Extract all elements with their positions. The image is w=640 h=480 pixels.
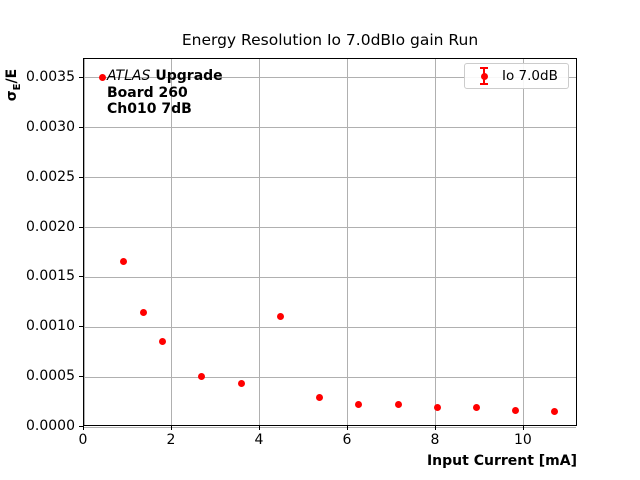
x-tick-label: 10 [513,432,532,448]
y-tick-mark [79,176,83,178]
x-axis-label: Input Current [mA] [426,453,577,469]
data-point [237,379,245,387]
errorbar-marker-icon [476,66,492,86]
data-point [99,74,107,82]
gridline-horizontal [84,276,576,278]
gridline-horizontal [84,227,576,229]
x-tick-mark [522,426,524,430]
data-point [395,400,403,408]
x-tick-mark [346,426,348,430]
legend-label: Io 7.0dB [502,68,558,84]
gridline-horizontal [84,326,576,328]
plot-area: ATLAS Upgrade Board 260 Ch010 7dB Io 7.0d… [83,58,577,428]
data-point [472,403,480,411]
gridline-horizontal [84,376,576,378]
data-point [198,372,206,380]
gridline-horizontal [84,127,576,129]
gridline-horizontal [84,177,576,179]
data-point [551,407,559,415]
y-tick-label: 0.0020 [26,218,75,235]
data-point [355,400,363,408]
annotation-line-1: ATLAS Upgrade [107,68,223,85]
gridline-horizontal [84,77,576,79]
x-tick-label: 4 [254,432,264,448]
y-tick-mark [79,126,83,128]
chart-title: Energy Resolution Io 7.0dBIo gain Run [181,31,479,49]
gridline-vertical [83,59,85,425]
data-point [119,257,127,265]
y-tick-label: 0.0025 [26,168,75,185]
gridline-vertical [171,59,173,425]
data-point [139,308,147,316]
errorbar-cap-top [480,67,488,69]
y-tick-mark [79,276,83,278]
data-point [315,393,323,401]
gridline-vertical [523,59,525,425]
data-point [511,406,519,414]
y-tick-label: 0.0030 [26,118,75,135]
y-axis-label-sub: E [11,83,23,91]
y-axis-label-sigma: σ [4,90,20,102]
x-tick-label: 6 [342,432,352,448]
annotation-line-1-rest: Upgrade [155,68,223,84]
y-tick-label: 0.0005 [26,368,75,385]
x-tick-label: 2 [166,432,176,448]
errorbar-dot [480,72,488,80]
annotation: ATLAS Upgrade Board 260 Ch010 7dB [107,68,223,118]
x-tick-mark [83,426,84,430]
annotation-line-2: Board 260 [107,84,188,101]
y-tick-label: 0.0000 [26,418,75,434]
errorbar-cap-bottom [480,83,488,85]
y-tick-mark [79,326,83,328]
gridline-horizontal [84,426,576,428]
legend: Io 7.0dB [464,63,569,89]
y-tick-mark [79,76,83,78]
y-tick-mark [79,226,83,228]
gridline-vertical [259,59,261,425]
y-tick-label: 0.0035 [26,68,75,85]
data-point [158,337,166,345]
y-axis-label: σE/E [4,55,23,115]
gridline-vertical [347,59,349,425]
gridline-vertical [435,59,437,425]
y-tick-mark [79,376,83,378]
y-tick-mark [79,426,83,427]
x-tick-mark [258,426,260,430]
data-point [277,312,285,320]
y-tick-label: 0.0015 [26,268,75,285]
annotation-line-3: Ch010 7dB [107,101,192,117]
x-tick-label: 8 [430,432,440,448]
x-tick-label: 0 [78,432,88,448]
annotation-brand: ATLAS [107,68,151,84]
x-tick-mark [434,426,436,430]
data-point [433,403,441,411]
x-tick-mark [170,426,172,430]
y-tick-label: 0.0010 [26,318,75,335]
